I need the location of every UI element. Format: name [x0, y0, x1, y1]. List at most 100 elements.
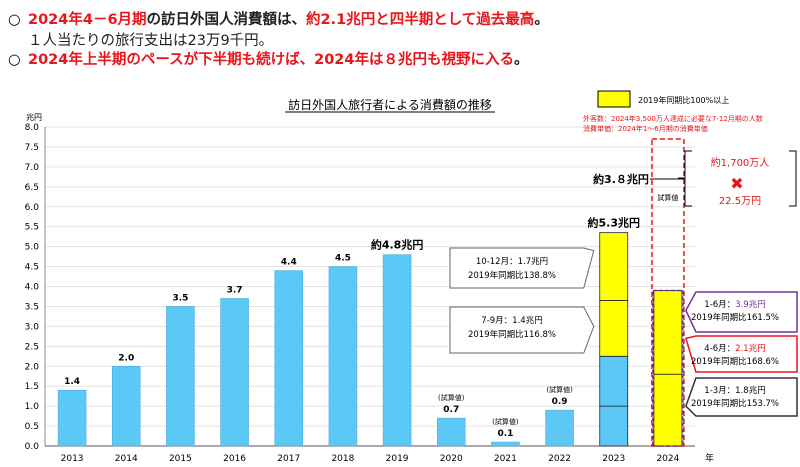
x-tick-label: 2019 — [386, 454, 409, 464]
y-tick-label: 0.5 — [25, 422, 39, 432]
legend-note: 外客数：2024年3,500万人達成に必要な7-12月期の人数 — [583, 114, 763, 123]
y-tick-label: 6.0 — [25, 203, 40, 213]
data-label: 約4.8兆円 — [371, 238, 424, 252]
projection-note: 試算値 — [657, 193, 678, 202]
y-tick-label: 5.0 — [25, 243, 40, 253]
bar — [328, 266, 358, 447]
bar — [545, 409, 574, 447]
y-axis-unit: 兆円 — [26, 112, 42, 122]
stack-2024-segment — [653, 373, 683, 447]
bullet-icon: ○ — [8, 12, 21, 28]
callout-2023 — [449, 306, 595, 354]
bar — [274, 270, 303, 447]
headline-outlook: 2024年上半期のペースが下半期も続けば、2024年は８兆円も視野に入る — [28, 52, 514, 68]
x-tick-label: 2018 — [331, 454, 354, 464]
stack-2023-segment — [599, 355, 629, 407]
callout-2024 — [685, 377, 798, 417]
x-tick-label: 2024 — [656, 454, 679, 464]
data-label: 2.0 — [118, 353, 134, 363]
callout-2024-text: 2019年同期比168.6% — [691, 356, 779, 367]
legend-note: 消費単価：2024年1～6月期の消費単価 — [583, 124, 708, 133]
data-label: 3.7 — [227, 285, 243, 295]
x-tick-label: 2023 — [602, 454, 625, 464]
headline-line-2: １人当たりの旅行支出は23万9千円。 — [28, 33, 274, 49]
callout-2024-text: 4-6月：2.1兆円 — [704, 343, 765, 354]
data-label: 0.9 — [552, 397, 568, 407]
x-axis-unit: 年 — [705, 452, 714, 464]
y-tick-label: 8.0 — [25, 123, 40, 133]
bar — [382, 254, 412, 447]
formula-visitors: 約1,700万人 — [711, 156, 770, 169]
estimate-note: (試算値) — [492, 417, 519, 426]
y-tick-label: 6.5 — [25, 183, 39, 193]
callout-2024-text: 1-6月：3.9兆円 — [704, 299, 765, 310]
y-tick-label: 0.0 — [25, 442, 40, 452]
x-tick-label: 2015 — [169, 454, 192, 464]
formula-bracket-left — [684, 150, 692, 207]
callout-2024-text: 1-3月：1.8兆円 — [704, 385, 765, 396]
data-label: 0.1 — [497, 429, 513, 439]
callout-2024-text: 2019年同期比153.7% — [691, 398, 779, 409]
x-tick-label: 2013 — [61, 454, 84, 464]
y-tick-label: 5.5 — [25, 223, 39, 233]
y-tick-label: 7.0 — [25, 163, 40, 173]
stack-2023-segment — [599, 405, 629, 447]
chart-title: 訪日外国人旅行者による消費額の推移 — [288, 97, 492, 112]
bullet-icon: ○ — [8, 52, 21, 68]
callout-2024-text: 2019年同期比161.5% — [691, 312, 779, 323]
x-tick-label: 2014 — [115, 454, 138, 464]
data-label: 4.4 — [281, 258, 297, 268]
y-tick-label: 4.0 — [25, 283, 40, 293]
data-label: 1.4 — [64, 377, 80, 387]
y-tick-label: 1.5 — [25, 382, 39, 392]
y-tick-label: 4.5 — [25, 263, 39, 273]
headline-period: 2024年4－6月期 — [28, 12, 147, 28]
y-tick-label: 2.0 — [25, 362, 40, 372]
headline-line-3: ○ 2024年上半期のペースが下半期も続けば、2024年は８兆円も視野に入る。 — [8, 48, 529, 69]
callout-2023-text: 7-9月：1.4兆円 — [481, 315, 542, 326]
x-tick-label: 2021 — [494, 454, 517, 464]
x-tick-label: 2016 — [223, 454, 246, 464]
x-tick-label: 2020 — [440, 454, 463, 464]
stack-2023-segment — [599, 232, 629, 301]
bar — [220, 298, 249, 447]
stack-2023-segment — [599, 300, 629, 357]
data-label: 3.5 — [172, 293, 188, 303]
headline-outlook-end: 。 — [514, 52, 529, 68]
headline-period-end: 。 — [534, 12, 549, 28]
data-label-2024: 約3.８兆円 — [593, 172, 649, 186]
x-tick-label: 2022 — [548, 454, 571, 464]
bar — [166, 306, 195, 447]
callout-2023-text: 2019年同期比116.8% — [468, 329, 556, 340]
y-tick-label: 3.0 — [25, 322, 40, 332]
formula-bracket-right — [789, 150, 797, 207]
data-label: 0.7 — [443, 405, 459, 415]
bar — [57, 389, 87, 447]
headline-record: 約2.1兆円と四半期として過去最高 — [306, 12, 535, 28]
y-tick-label: 1.0 — [25, 402, 40, 412]
callout-2024 — [685, 291, 798, 333]
callout-2024 — [684, 335, 798, 373]
bar — [491, 441, 520, 447]
y-tick-label: 2.5 — [25, 342, 39, 352]
estimate-note: (試算値) — [546, 385, 573, 394]
x-tick-label: 2017 — [277, 454, 300, 464]
callout-2023-text: 2019年同期比138.8% — [468, 270, 556, 281]
headline-line-1: ○ 2024年4－6月期の訪日外国人消費額は、約2.1兆円と四半期として過去最高。 — [8, 8, 549, 29]
callout-2023-text: 10-12月：1.7兆円 — [476, 256, 548, 267]
estimate-note: (試算値) — [438, 393, 465, 402]
stack-2024-segment — [653, 290, 683, 375]
headline-subject: の訪日外国人消費額は、 — [146, 12, 307, 28]
y-tick-label: 3.5 — [25, 302, 39, 312]
data-label-2023: 約5.3兆円 — [588, 216, 641, 230]
first-half-2024-outline — [652, 289, 684, 447]
multiply-icon: ✖ — [730, 174, 743, 193]
bar — [112, 366, 141, 447]
data-label: 4.5 — [335, 254, 351, 264]
headline: ○ 2024年4－6月期の訪日外国人消費額は、約2.1兆円と四半期として過去最高。… — [0, 0, 800, 70]
y-tick-label: 7.5 — [25, 143, 39, 153]
callout-2023 — [449, 247, 595, 289]
formula-spend: 22.5万円 — [719, 196, 761, 207]
legend-swatch — [597, 90, 631, 108]
